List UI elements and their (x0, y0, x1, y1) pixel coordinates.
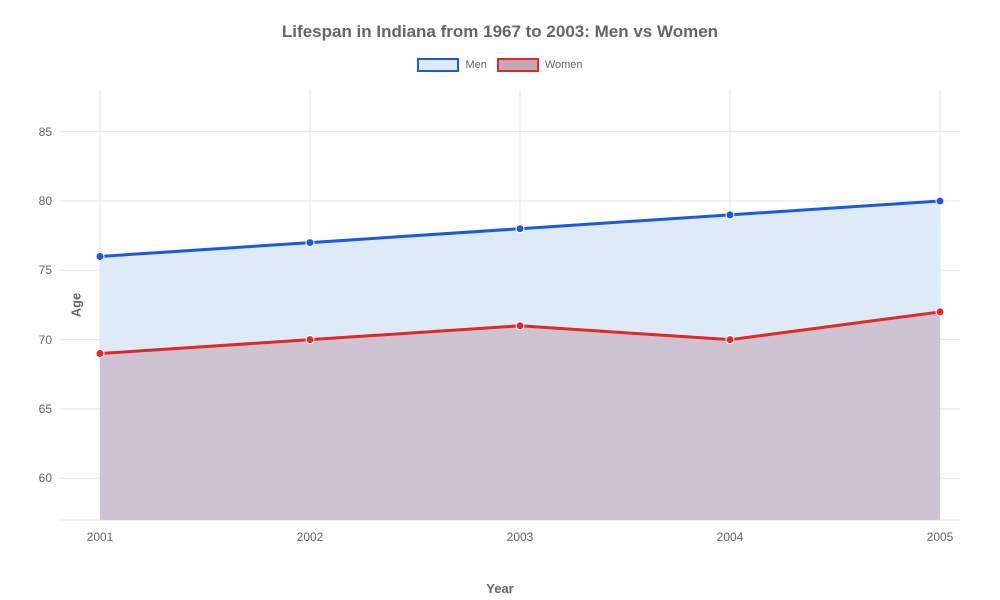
chart-title: Lifespan in Indiana from 1967 to 2003: M… (0, 22, 1000, 42)
x-tick-label: 2003 (507, 530, 534, 544)
y-tick-label: 60 (39, 471, 52, 485)
x-axis-title: Year (486, 581, 513, 596)
data-point (726, 211, 734, 219)
x-tick-label: 2001 (87, 530, 114, 544)
y-tick-label: 65 (39, 402, 52, 416)
data-point (96, 350, 104, 358)
y-tick-label: 80 (39, 194, 52, 208)
legend-item-men: Men (417, 58, 486, 72)
legend-item-women: Women (497, 58, 583, 72)
legend-swatch-men (417, 58, 459, 72)
y-tick-label: 85 (39, 125, 52, 139)
x-tick-label: 2005 (927, 530, 954, 544)
data-point (306, 239, 314, 247)
y-tick-label: 75 (39, 263, 52, 277)
x-tick-label: 2002 (297, 530, 324, 544)
data-point (516, 225, 524, 233)
plot-svg (60, 90, 960, 520)
data-point (936, 197, 944, 205)
chart-container: Lifespan in Indiana from 1967 to 2003: M… (0, 0, 1000, 600)
plot-area: Age 60657075808520012002200320042005 (60, 90, 960, 520)
data-point (516, 322, 524, 330)
x-tick-label: 2004 (717, 530, 744, 544)
legend-label-women: Women (545, 59, 583, 71)
legend: Men Women (0, 58, 1000, 72)
legend-label-men: Men (465, 59, 486, 71)
data-point (726, 336, 734, 344)
data-point (96, 252, 104, 260)
data-point (306, 336, 314, 344)
legend-swatch-women (497, 58, 539, 72)
y-tick-label: 70 (39, 333, 52, 347)
data-point (936, 308, 944, 316)
